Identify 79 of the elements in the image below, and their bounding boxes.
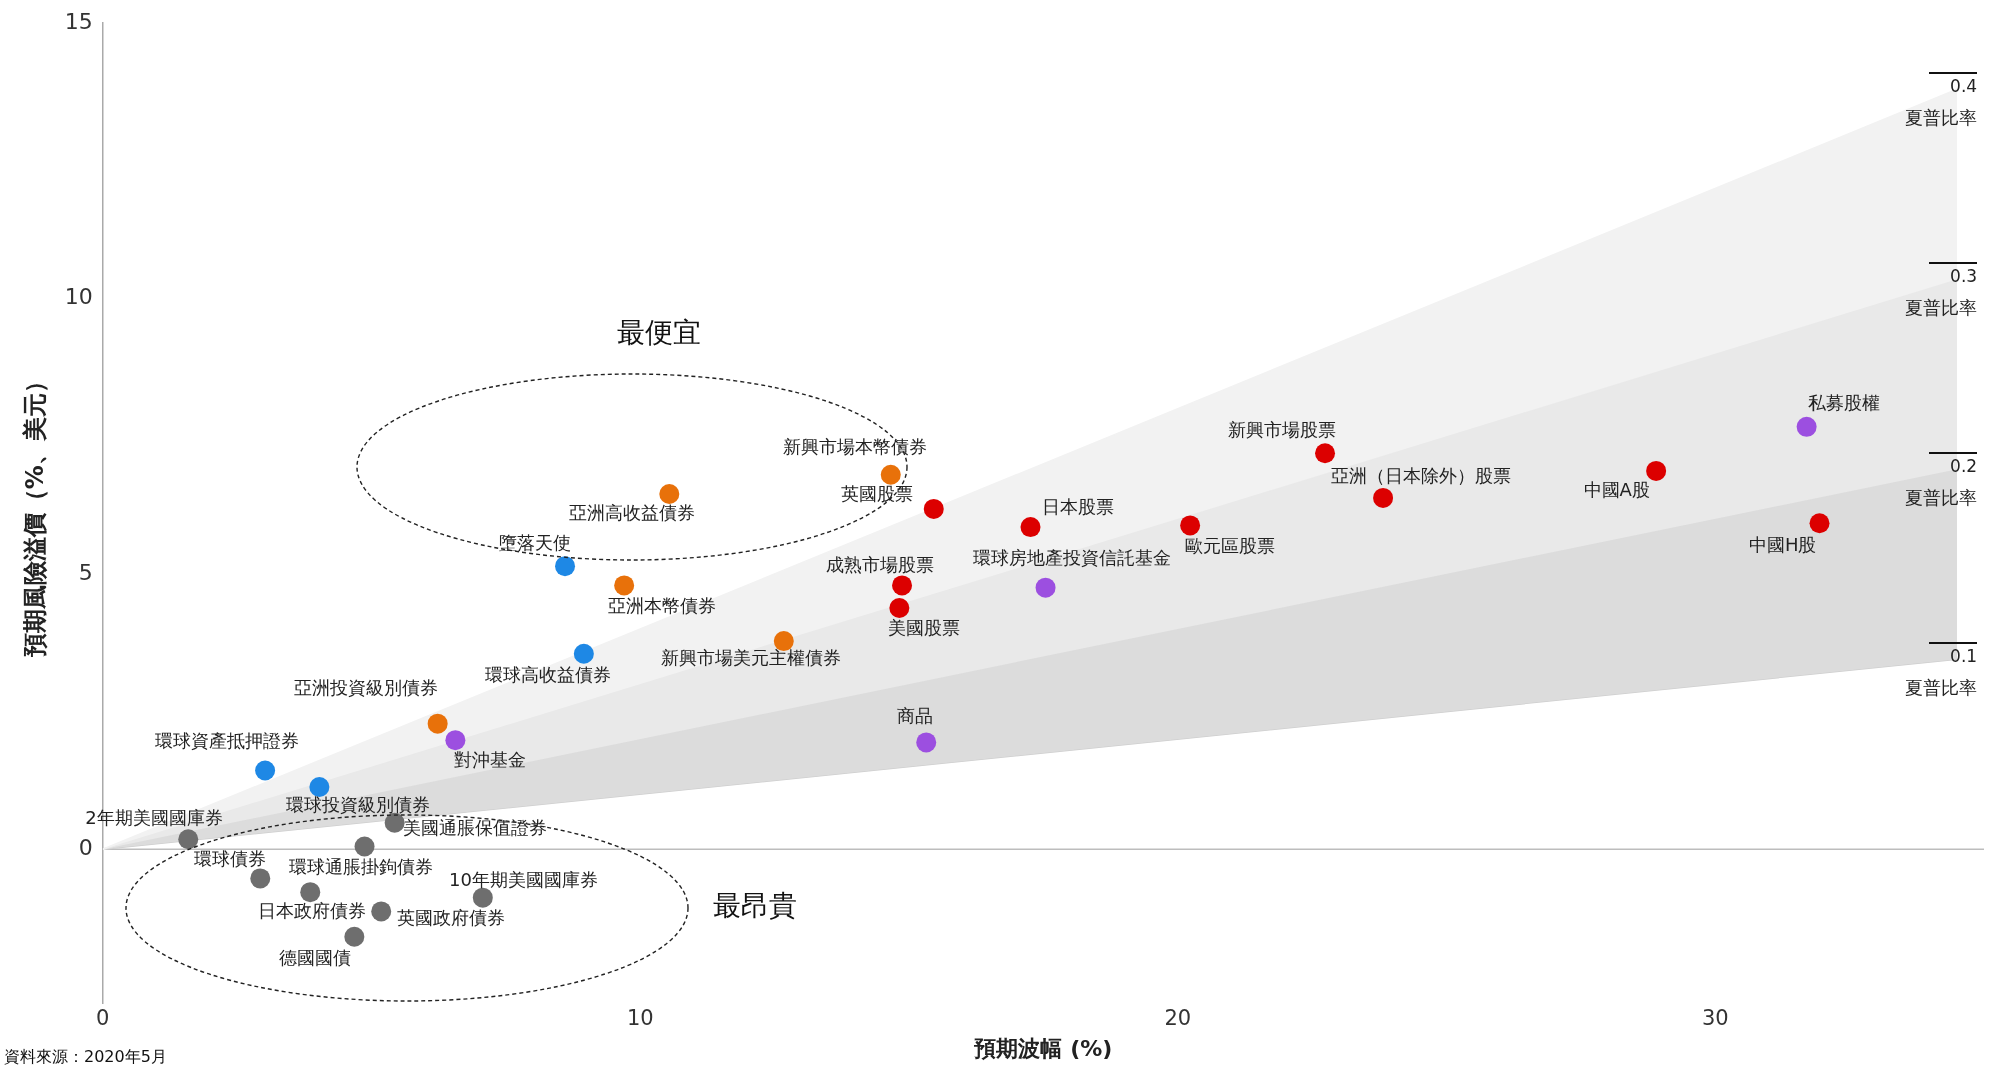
series-label: 環球通脹掛鉤債券 (288, 855, 433, 877)
series-label: 日本政府債券 (257, 900, 366, 922)
point (354, 836, 375, 857)
point (344, 926, 365, 947)
point (555, 556, 576, 577)
series-label: 0.3 (1950, 265, 1978, 286)
series-label: 英國政府債券 (397, 906, 506, 928)
series-label: 10年期美國國庫券 (449, 868, 598, 890)
x-tick-label: 20 (1164, 1006, 1192, 1031)
series-label: 中國H股 (1748, 533, 1817, 555)
point (300, 882, 321, 903)
y-tick-label: 5 (78, 559, 93, 585)
series-label: 對沖基金 (453, 749, 526, 771)
point (1180, 515, 1201, 536)
series-label: 新興市場美元主權債券 (660, 646, 841, 668)
annotation: 夏普比率 (1905, 296, 1978, 318)
point (923, 498, 944, 519)
series-label: 德國國債 (278, 947, 351, 969)
point (614, 575, 635, 596)
y-tick-label: 15 (64, 8, 93, 34)
point (1373, 487, 1394, 508)
series-label: 新興市場股票 (1227, 419, 1336, 441)
series-label: 亞洲本幣債券 (608, 594, 717, 616)
point (1035, 577, 1056, 598)
y-tick-label: 10 (64, 284, 93, 310)
series-label: 2年期美國國庫券 (85, 806, 223, 828)
series-label: 日本股票 (1041, 495, 1114, 517)
series-label: 亞洲高收益債券 (569, 502, 696, 524)
point (427, 713, 448, 734)
point (1646, 460, 1667, 481)
series-label: 英國股票 (840, 482, 913, 504)
series-label: 環球投資級別債券 (285, 793, 430, 815)
point (178, 829, 199, 850)
annotation: 最便宜 (617, 316, 701, 350)
annotation: 夏普比率 (1905, 486, 1978, 508)
x-tick-label: 0 (96, 1006, 110, 1031)
series-label: 墮落天使 (498, 532, 571, 554)
series-label: 環球債券 (193, 848, 266, 870)
point (916, 732, 937, 753)
point (1809, 513, 1830, 534)
series-label: 環球高收益債券 (485, 664, 612, 686)
point (445, 730, 466, 751)
series-label: 0.1 (1950, 645, 1978, 666)
series-label: 成熟市場股票 (826, 554, 935, 576)
annotation: 夏普比率 (1905, 106, 1978, 128)
point (1020, 517, 1041, 538)
x-axis-title: 預期波幅 (%) (973, 1035, 1113, 1061)
point (255, 760, 276, 781)
point (371, 901, 392, 922)
point (309, 776, 330, 797)
point (880, 464, 901, 485)
annotation: 夏普比率 (1905, 676, 1978, 698)
point (1796, 416, 1817, 437)
y-tick-label: 0 (78, 834, 93, 860)
point (892, 575, 913, 596)
x-tick-label: 10 (626, 1006, 654, 1031)
annotation: 最昂貴 (713, 889, 797, 923)
series-label: 環球房地產投資信託基金 (973, 547, 1172, 569)
series-label: 歐元區股票 (1184, 534, 1275, 556)
series-label: 0.2 (1950, 455, 1978, 476)
series-label: 亞洲（日本除外）股票 (1331, 465, 1512, 487)
series-label: 美國股票 (887, 617, 960, 639)
series-label: 美國通脹保值證券 (402, 816, 547, 838)
series-label: 中國A股 (1583, 478, 1650, 500)
point (250, 868, 271, 889)
point (573, 643, 594, 664)
point (1315, 443, 1336, 464)
y-axis-title: 預期風險溢價（%、美元） (20, 369, 49, 659)
point (472, 887, 493, 908)
point (889, 598, 910, 619)
series-label: 亞洲投資級別債券 (294, 676, 439, 698)
series-label: 新興市場本幣債券 (783, 435, 928, 457)
x-tick-label: 30 (1701, 1006, 1729, 1031)
point (659, 484, 680, 505)
source-note: 資料來源：2020年5月 (4, 1047, 167, 1065)
series-label: 商品 (896, 704, 933, 726)
series-label: 私募股權 (1807, 391, 1880, 413)
series-label: 0.4 (1950, 75, 1978, 96)
series-label: 環球資產抵押證券 (154, 730, 299, 752)
